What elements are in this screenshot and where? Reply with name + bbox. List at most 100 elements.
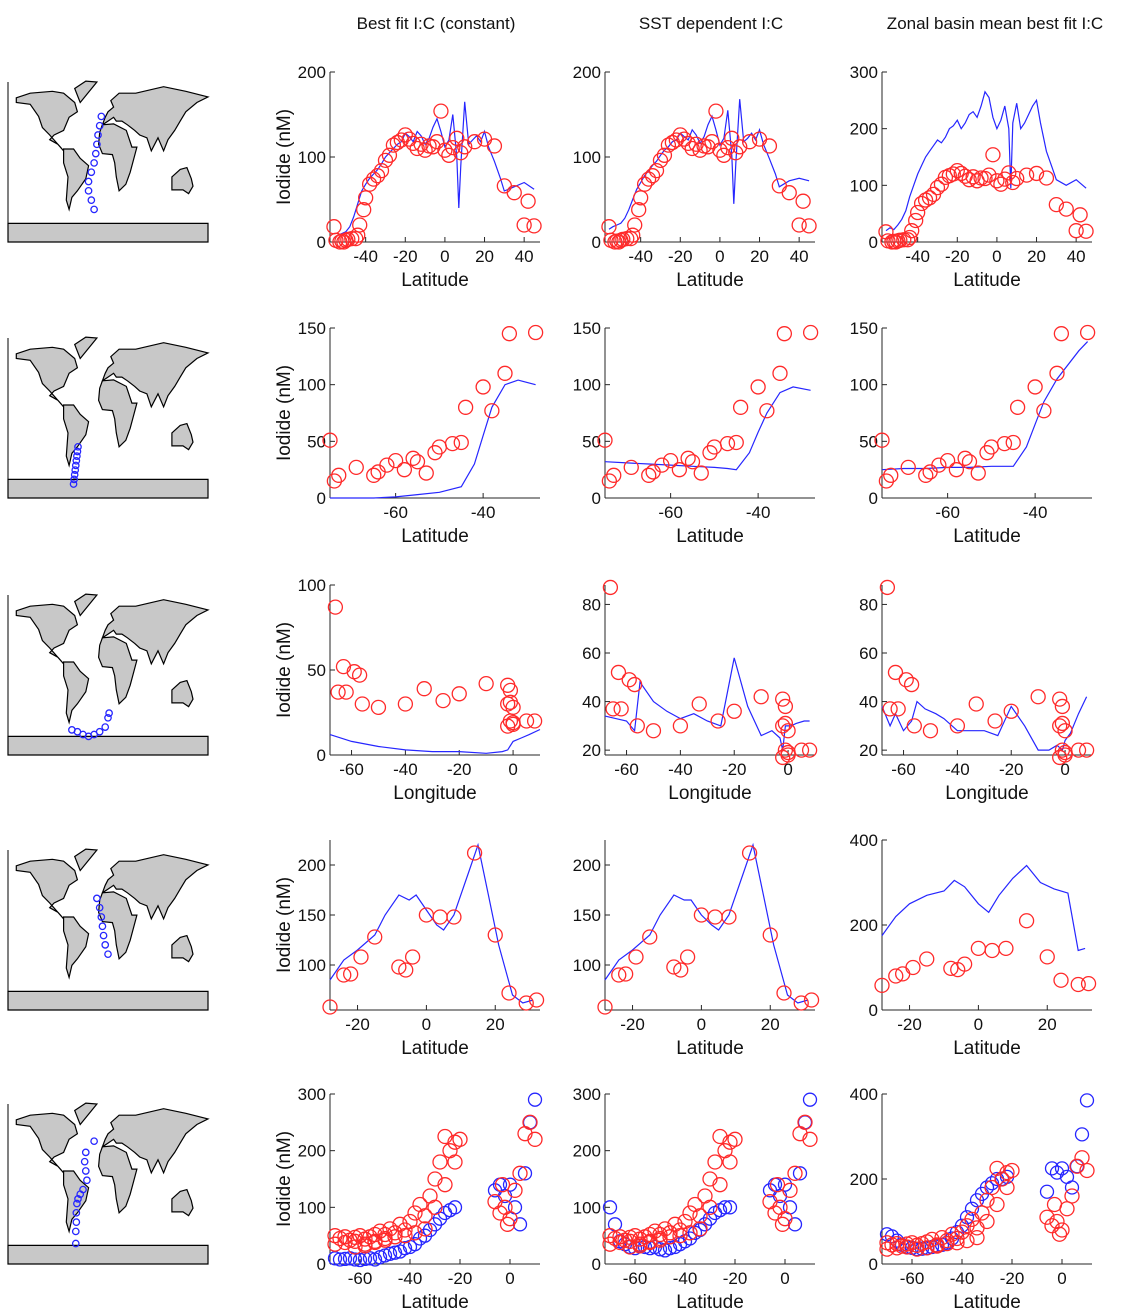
observation-point <box>680 450 696 466</box>
observation-point <box>381 147 398 163</box>
observation-point <box>601 473 618 489</box>
land-mass <box>15 1112 79 1174</box>
cruise-track-point <box>98 922 107 931</box>
y-tick-label: 200 <box>298 63 326 82</box>
observation-point <box>944 1226 960 1242</box>
observation-point <box>1048 196 1064 213</box>
observation-point <box>446 909 462 925</box>
cruise-track-point <box>70 475 78 484</box>
model-point <box>327 1251 343 1266</box>
observation-point <box>605 701 621 717</box>
cruise-track-point <box>97 112 106 121</box>
observation-point <box>1051 1226 1068 1242</box>
land-mass <box>171 422 194 451</box>
x-axis-label: Latitude <box>401 1038 469 1059</box>
observation-point <box>985 147 1001 163</box>
x-axis-label: Latitude <box>953 270 1021 291</box>
cruise-track-point <box>80 1157 89 1166</box>
model-point <box>352 1252 368 1268</box>
model-line <box>604 842 809 1004</box>
x-tick-label: -40 <box>746 503 771 522</box>
observation-point <box>721 909 737 925</box>
panel-r3-c1: 0 50 100 -60 -40 -20 0 Longitude Iodide (nM) <box>274 576 543 804</box>
model-point <box>964 1201 980 1216</box>
world-map-2 <box>7 336 210 499</box>
observation-point <box>874 432 890 448</box>
x-tick-label: -60 <box>383 503 408 522</box>
observation-point <box>793 742 810 758</box>
cruise-track-point <box>90 159 98 167</box>
observation-point <box>989 173 1005 189</box>
observation-point <box>977 170 993 187</box>
observation-point <box>437 1177 453 1193</box>
x-tick-label: -20 <box>945 247 970 266</box>
observation-point <box>475 379 491 395</box>
observation-point <box>497 365 513 381</box>
observation-point <box>449 130 465 146</box>
observation-point <box>379 457 395 473</box>
x-tick-label: -40 <box>945 760 970 779</box>
observation-point <box>970 465 986 481</box>
cruise-track-point <box>72 1218 81 1226</box>
model-point <box>1064 1180 1080 1195</box>
y-tick-label: 100 <box>850 176 878 195</box>
model-point <box>1074 1127 1090 1142</box>
observation-point <box>351 667 368 683</box>
column-title-3: Zonal basin mean best fit I:C <box>886 14 1104 33</box>
observation-point <box>405 450 421 466</box>
x-tick-label: 0 <box>783 760 792 779</box>
cruise-track-point <box>72 456 81 465</box>
model-point <box>1039 1184 1055 1199</box>
observation-point <box>882 701 898 717</box>
observation-point <box>445 139 461 156</box>
observation-point <box>1058 201 1074 217</box>
observation-point <box>398 962 414 978</box>
model-point <box>417 1228 433 1243</box>
observation-point <box>664 134 681 151</box>
cruise-track-point <box>71 1239 80 1248</box>
observation-point <box>335 658 352 675</box>
cruise-track-point <box>93 894 101 903</box>
observation-point <box>903 676 920 693</box>
model-point <box>337 1251 353 1267</box>
observation-point <box>684 140 700 157</box>
observation-point <box>801 742 818 758</box>
observation-point <box>327 599 344 615</box>
model-point <box>662 1240 678 1256</box>
observation-point <box>918 467 934 483</box>
observation-point <box>900 459 916 476</box>
y-tick-label: 20 <box>582 741 601 760</box>
cruise-track-point <box>70 470 79 479</box>
land-mass <box>73 80 99 104</box>
land-mass <box>171 166 194 195</box>
y-tick-label: 300 <box>850 63 878 82</box>
cruise-track-point <box>74 442 82 451</box>
observation-point <box>1004 1162 1020 1179</box>
observation-point <box>629 718 645 734</box>
observation-point <box>910 204 926 221</box>
land-mass <box>97 123 138 192</box>
observation-point <box>385 137 402 153</box>
observation-point <box>662 1225 678 1241</box>
observation-point <box>791 217 807 233</box>
land-mass <box>171 1188 194 1217</box>
land-mass <box>171 934 194 963</box>
y-tick-label: 0 <box>317 746 326 765</box>
model-point <box>512 1217 528 1232</box>
observation-point <box>902 229 918 246</box>
y-tick-label: 200 <box>850 1170 878 1189</box>
observation-point <box>1059 1201 1075 1217</box>
y-tick-label: 200 <box>573 856 601 875</box>
x-axis-label: Latitude <box>401 526 469 547</box>
model-point <box>502 1177 518 1192</box>
x-tick-label: -60 <box>891 760 916 779</box>
observation-point <box>759 403 775 419</box>
model-point <box>332 1252 348 1267</box>
x-tick-label: -20 <box>345 1015 370 1034</box>
observation-point <box>704 134 720 150</box>
x-tick-label: 20 <box>1027 247 1046 266</box>
model-point <box>527 1092 543 1107</box>
y-tick-label: 50 <box>582 432 601 451</box>
observation-point <box>644 168 661 184</box>
